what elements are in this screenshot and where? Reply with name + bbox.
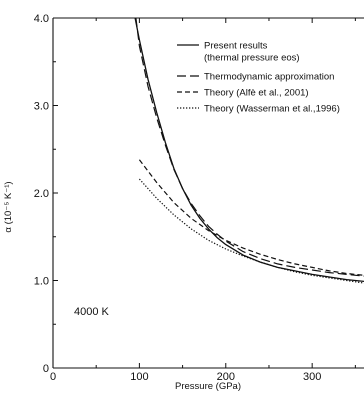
legend: Present results(thermal pressure eos) The… — [177, 41, 340, 115]
series-line-2 — [135, 17, 364, 277]
series-layer — [134, 17, 364, 284]
x-tick-label: 100 — [130, 371, 148, 383]
legend-label-4: Theory (Wasserman et al.,1996) — [204, 104, 340, 115]
x-axis-title: Pressure (GPa) — [175, 381, 241, 392]
legend-label-2: Thermodynamic approximation — [204, 72, 334, 83]
y-tick-label: 3.0 — [34, 101, 49, 113]
temperature-annotation: 4000 K — [74, 306, 110, 318]
legend-label-1-line2: (thermal pressure eos) — [204, 53, 300, 64]
axis-ticks: 0 100 200 300 0 1.0 2.0 3.0 4.0 — [34, 13, 356, 383]
x-tick-label: 200 — [217, 371, 235, 383]
series-line-4 — [138, 178, 364, 284]
y-tick-label: 2.0 — [34, 188, 49, 200]
y-axis-title: α (10⁻⁵ K⁻¹) — [3, 181, 14, 232]
y-tick-label: 1.0 — [34, 276, 49, 288]
legend-label-1: Present results — [204, 41, 268, 52]
legend-label-3: Theory (Alfè et al., 2001) — [204, 88, 309, 99]
x-tick-label: 300 — [303, 371, 321, 383]
series-line-3 — [138, 159, 364, 276]
y-tick-label: 0 — [43, 363, 49, 375]
x-tick-label: 0 — [50, 371, 56, 383]
y-tick-label: 4.0 — [34, 13, 49, 25]
